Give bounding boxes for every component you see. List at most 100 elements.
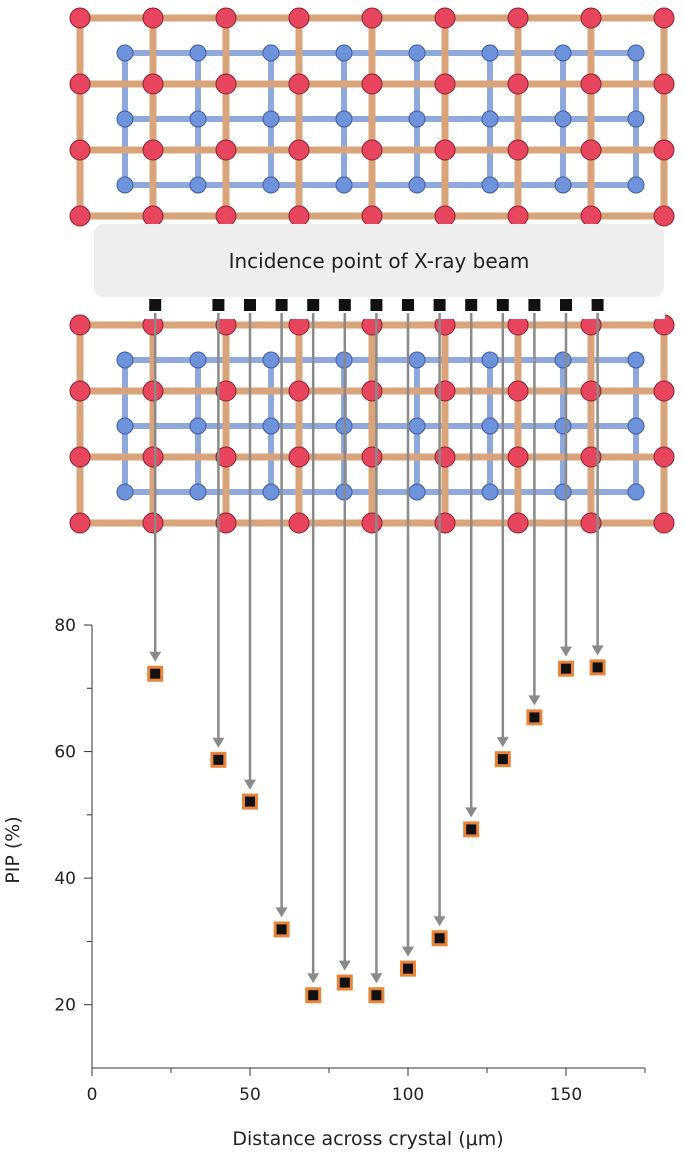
beam-arrow-head	[244, 779, 256, 790]
top-red-atom	[142, 205, 164, 227]
bottom-red-atom	[653, 512, 675, 534]
bottom-blue-atom	[481, 483, 499, 501]
beam-arrow	[402, 313, 414, 957]
top-red-atom	[653, 73, 675, 95]
data-points	[147, 659, 606, 1004]
bottom-red-atom	[653, 446, 675, 468]
top-red-atom	[653, 205, 675, 227]
bottom-red-atom	[580, 446, 602, 468]
y-axis-title: PIP (%)	[2, 816, 24, 883]
incidence-marker	[244, 299, 256, 311]
bottom-blue-atom	[408, 351, 426, 369]
top-blue-atom	[481, 110, 499, 128]
data-point-marker	[561, 663, 571, 674]
x-tick-label: 0	[87, 1085, 98, 1105]
top-blue-atom	[627, 176, 645, 194]
top-blue-atom	[408, 44, 426, 62]
incidence-marker	[149, 299, 162, 311]
data-point	[242, 793, 258, 810]
data-point	[526, 709, 543, 726]
bottom-red-atom	[580, 380, 602, 402]
top-blue-atom	[627, 110, 645, 128]
beam-arrow-head	[496, 737, 509, 748]
top-blue-atom	[408, 176, 426, 194]
top-blue-atom	[116, 176, 134, 194]
top-blue-atom	[481, 176, 499, 194]
top-red-atom	[69, 205, 91, 227]
top-blue-atom	[116, 110, 134, 128]
bottom-red-atom	[361, 446, 383, 468]
top-red-atom	[288, 139, 310, 161]
top-blue-atom	[335, 44, 353, 62]
top-red-atom	[507, 205, 529, 227]
top-blue-atom	[554, 176, 572, 194]
incidence-banner: Incidence point of X-ray beam	[94, 224, 664, 297]
beam-arrows	[149, 313, 604, 984]
data-point-marker	[434, 933, 445, 944]
bottom-blue-atom	[481, 351, 499, 369]
top-blue-atom	[481, 44, 499, 62]
beam-arrow-head	[402, 946, 414, 957]
banner-label: Incidence point of X-ray beam	[229, 249, 530, 273]
incidence-marker	[307, 299, 320, 311]
y-tick-label: 80	[54, 616, 76, 636]
data-point-marker	[213, 754, 224, 765]
banner-box	[94, 224, 664, 297]
beam-arrow-head	[149, 651, 162, 662]
bottom-blue-atom	[554, 351, 572, 369]
top-blue-atom	[627, 44, 645, 62]
top-red-atom	[653, 139, 675, 161]
scatter-plot: 20 40 60 80 0 50 100 150 Distance across cryst…	[2, 616, 646, 1150]
beam-arrow	[560, 313, 572, 657]
beam-arrow-head	[307, 973, 320, 984]
data-point	[210, 751, 227, 768]
incidence-marker	[560, 299, 572, 311]
bottom-blue-atom	[627, 417, 645, 435]
top-red-atom	[142, 7, 164, 29]
top-blue-atom	[554, 110, 572, 128]
data-point-marker	[466, 824, 477, 835]
bottom-blue-atom	[262, 483, 280, 501]
top-blue-atom	[335, 176, 353, 194]
beam-arrow	[433, 313, 446, 927]
data-point-marker	[339, 977, 350, 988]
top-red-atom	[361, 7, 383, 29]
bottom-blue-atom	[262, 351, 280, 369]
bottom-blue-atom	[189, 351, 207, 369]
beam-arrow	[244, 313, 256, 790]
bottom-red-atom	[215, 512, 237, 534]
top-red-atom	[69, 73, 91, 95]
top-blue-atom	[262, 110, 280, 128]
y-axis-ticks: 20 40 60 80	[54, 616, 92, 1016]
top-red-atom	[215, 73, 237, 95]
bottom-blue-atom	[627, 483, 645, 501]
top-red-sublattice	[69, 7, 675, 227]
incidence-marker	[370, 299, 383, 311]
crystal-lattice-bottom	[69, 314, 675, 534]
top-red-atom	[215, 139, 237, 161]
top-red-atom	[288, 7, 310, 29]
top-blue-atom	[262, 44, 280, 62]
top-red-atom	[361, 73, 383, 95]
data-point	[336, 974, 353, 991]
data-point	[305, 987, 322, 1004]
y-tick-label: 20	[54, 996, 76, 1016]
top-red-atom	[288, 205, 310, 227]
beam-arrow	[591, 313, 604, 656]
top-red-atom	[215, 205, 237, 227]
data-point-marker	[276, 924, 287, 935]
data-point	[431, 930, 448, 947]
bottom-blue-atom	[262, 417, 280, 435]
incidence-marker	[402, 299, 414, 311]
bottom-red-atom	[361, 380, 383, 402]
bottom-red-atom	[580, 512, 602, 534]
bottom-red-atom	[288, 380, 310, 402]
bottom-red-atom	[69, 446, 91, 468]
y-tick-label: 40	[54, 869, 76, 889]
beam-arrow-head	[275, 907, 288, 918]
bottom-red-atom	[507, 380, 529, 402]
beam-arrow	[370, 313, 383, 984]
top-red-atom	[434, 139, 456, 161]
incidence-marker	[275, 299, 288, 311]
